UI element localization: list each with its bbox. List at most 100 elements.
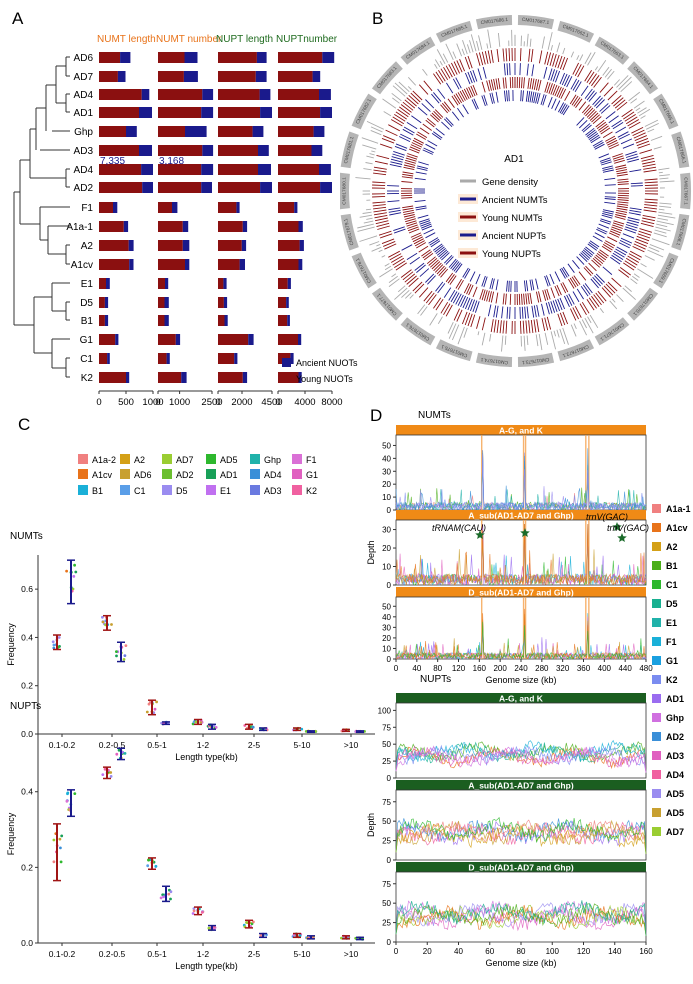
young-bar: [278, 126, 314, 137]
circos-tick: [572, 96, 578, 105]
circos-tick: [369, 242, 379, 246]
circos-tick: [390, 162, 402, 165]
circos-tick: [645, 120, 658, 126]
circos-tick: [629, 213, 641, 215]
legend-label: G1: [666, 656, 678, 666]
circos-tick: [491, 80, 493, 91]
y-tick-label: 0: [387, 938, 392, 947]
circos-tick: [650, 244, 664, 250]
circos-tick: [585, 70, 592, 81]
circos-tick: [570, 309, 576, 321]
circos-tick: [532, 79, 534, 90]
young-bar: [218, 182, 260, 193]
circos-tick: [444, 304, 451, 315]
circos-tick: [645, 182, 658, 183]
circos-tick: [609, 116, 619, 123]
circos-tick: [403, 129, 414, 135]
circos-tick: [415, 241, 425, 246]
circos-tick: [618, 200, 629, 201]
circos-tick: [423, 124, 432, 131]
circos-tick: [623, 112, 634, 119]
circos-tick: [503, 78, 504, 89]
circos-tick: [426, 233, 436, 238]
circos-tick: [619, 134, 630, 139]
circos-tick: [415, 178, 426, 179]
circos-tick: [575, 306, 581, 318]
circos-tick: [571, 79, 577, 90]
circos-tick: [621, 81, 632, 91]
x-tick-label: 40: [412, 664, 421, 673]
circos-tick: [416, 172, 427, 174]
panel-c-letter: C: [18, 415, 30, 434]
nupts-title: NUPTs: [420, 674, 451, 685]
circos-tick: [457, 44, 462, 57]
legend-swatch: [162, 469, 172, 479]
circos-tick: [467, 284, 472, 294]
circos-tick: [617, 172, 628, 174]
y-tick-label: 40: [382, 454, 391, 463]
young-bar: [158, 221, 183, 232]
ancient-bar: [298, 334, 301, 345]
legend-swatch: [652, 770, 661, 779]
circos-tick: [423, 150, 433, 155]
chromosome-label: CM017677.1: [376, 292, 399, 317]
circos-tick: [542, 318, 545, 331]
circos-tick: [401, 195, 412, 196]
y-tick-label: 0: [387, 581, 392, 590]
circos-tick: [500, 320, 501, 333]
circos-tick: [497, 320, 499, 333]
circos-tick: [398, 109, 409, 116]
data-point: [155, 865, 158, 868]
circos-tick: [536, 292, 538, 303]
legend-label: A2: [666, 542, 678, 552]
y-tick-label: 25: [382, 919, 391, 928]
circos-tick: [616, 212, 627, 214]
x-tick-label: 160: [639, 947, 653, 956]
circos-tick: [503, 49, 504, 62]
circos-tick: [575, 64, 581, 76]
x-tick-label: 160: [473, 664, 487, 673]
x-tick-label: 0.1-0.2: [49, 949, 76, 959]
circos-tick: [537, 305, 539, 317]
circos-tick: [626, 117, 637, 124]
gene-label: trnV(GAC): [586, 512, 628, 522]
numts-y-label: Depth: [366, 540, 376, 564]
track-frame: [396, 597, 646, 659]
circos-tick: [529, 320, 530, 333]
circos-legend-label: Young NUMTs: [482, 213, 543, 224]
circos-tick: [421, 307, 428, 316]
ancient-bar: [257, 52, 267, 63]
circos-tick: [595, 67, 598, 71]
young-bar: [218, 89, 260, 100]
legend-label: AD1: [666, 694, 684, 704]
circos-tick: [571, 52, 573, 58]
y-tick-label: 75: [382, 880, 391, 889]
taxon-label: AD7: [74, 72, 94, 83]
taxon-label: AD6: [74, 53, 94, 64]
ancient-bar: [142, 182, 153, 193]
ancient-bar: [167, 353, 170, 364]
x-tick-label: 20: [423, 947, 432, 956]
circos-tick: [594, 295, 602, 305]
circos-tick: [623, 144, 634, 148]
circos-tick: [416, 243, 426, 249]
circos-tick: [404, 215, 415, 218]
ancient-bar: [105, 297, 108, 308]
y-tick-label: 50: [382, 441, 391, 450]
x-tick-label: 120: [452, 664, 466, 673]
ad3-numt-number-young: 45,392/: [159, 145, 193, 156]
circos-tick: [591, 296, 599, 307]
legend-swatch: [652, 618, 661, 627]
circos-tick: [545, 52, 548, 65]
circos-tick: [424, 148, 434, 153]
circos-tick: [454, 309, 460, 321]
track-header-title: A-G, and K: [499, 426, 544, 436]
circos-tick: [402, 174, 413, 176]
y-tick-label: 75: [382, 723, 391, 732]
circos-tick: [433, 74, 440, 85]
legend-label: A1cv: [92, 470, 113, 480]
circos-tick: [379, 269, 392, 277]
circos-tick: [469, 285, 474, 295]
data-point: [73, 564, 76, 567]
x-tick-label: 80: [433, 664, 442, 673]
